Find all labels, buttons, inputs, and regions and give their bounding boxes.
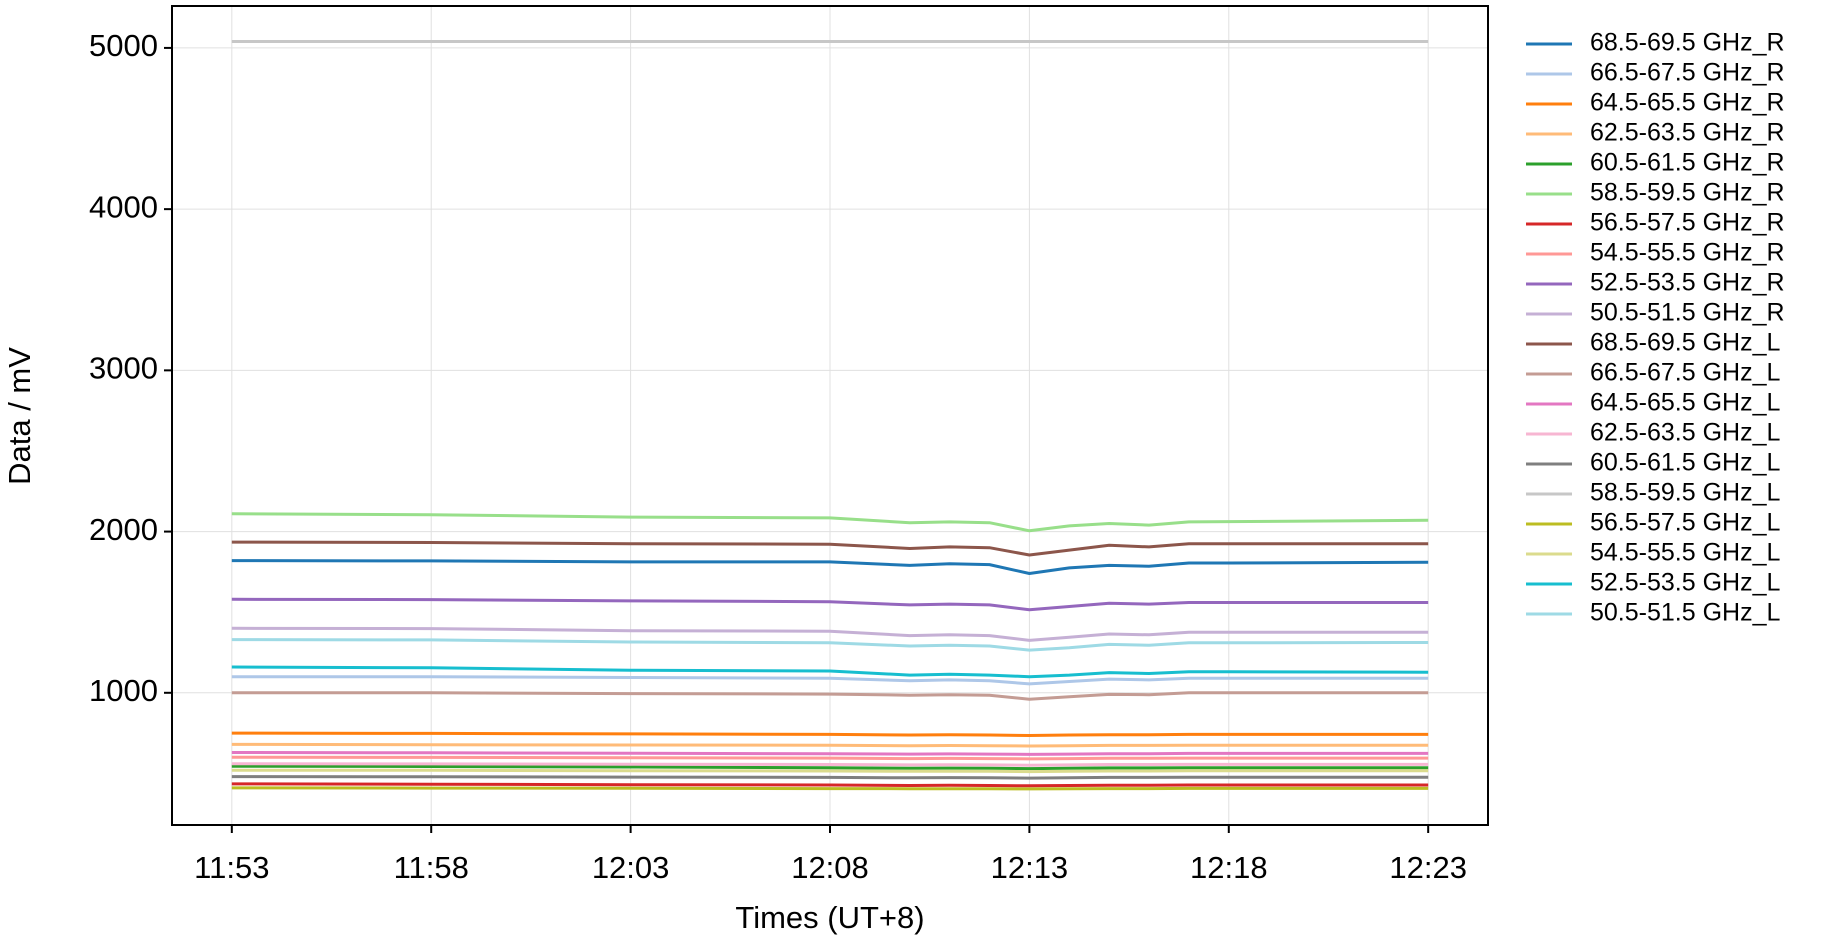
legend-label: 68.5-69.5 GHz_R xyxy=(1590,29,1785,57)
y-tick-label: 2000 xyxy=(89,512,158,547)
legend-label: 52.5-53.5 GHz_R xyxy=(1590,269,1785,297)
x-tick-label: 12:03 xyxy=(592,850,670,885)
data-line xyxy=(231,762,1429,767)
data-line xyxy=(231,540,1429,557)
data-line xyxy=(231,691,1429,701)
data-line xyxy=(231,731,1429,737)
legend-label: 64.5-65.5 GHz_L xyxy=(1590,389,1780,417)
data-line xyxy=(231,782,1429,788)
data-line xyxy=(231,786,1429,791)
legend-label: 58.5-59.5 GHz_L xyxy=(1590,479,1780,507)
legend-label: 52.5-53.5 GHz_L xyxy=(1590,569,1780,597)
legend-label: 50.5-51.5 GHz_L xyxy=(1590,599,1780,627)
x-tick-label: 12:23 xyxy=(1389,850,1467,885)
y-tick-label: 4000 xyxy=(89,189,158,224)
x-axis-label: Times (UT+8) xyxy=(735,900,924,935)
x-tick-label: 12:13 xyxy=(991,850,1069,885)
x-tick-label: 11:53 xyxy=(194,850,269,885)
data-line xyxy=(231,675,1429,686)
x-tick-label: 12:18 xyxy=(1190,850,1268,885)
legend-label: 62.5-63.5 GHz_R xyxy=(1590,119,1785,147)
data-line xyxy=(231,764,1429,771)
legend-label: 54.5-55.5 GHz_L xyxy=(1590,539,1780,567)
plot-frame xyxy=(171,5,1489,826)
y-tick-label: 5000 xyxy=(89,28,158,63)
y-axis-label: Data / mV xyxy=(2,347,37,485)
data-line xyxy=(231,751,1429,756)
legend-label: 56.5-57.5 GHz_R xyxy=(1590,209,1785,237)
data-line xyxy=(231,597,1429,612)
data-line xyxy=(231,768,1429,774)
legend-label: 64.5-65.5 GHz_R xyxy=(1590,89,1785,117)
x-tick-label: 12:08 xyxy=(791,850,869,885)
legend-label: 60.5-61.5 GHz_R xyxy=(1590,149,1785,177)
legend-label: 50.5-51.5 GHz_R xyxy=(1590,299,1785,327)
legend-label: 60.5-61.5 GHz_L xyxy=(1590,449,1780,477)
data-line xyxy=(231,626,1429,642)
y-tick-label: 3000 xyxy=(89,351,158,386)
data-line xyxy=(231,638,1429,652)
legend-label: 62.5-63.5 GHz_L xyxy=(1590,419,1780,447)
x-tick-label: 11:58 xyxy=(394,850,469,885)
y-tick-label: 1000 xyxy=(89,673,158,708)
legend-label: 66.5-67.5 GHz_R xyxy=(1590,59,1785,87)
legend-label: 54.5-55.5 GHz_R xyxy=(1590,239,1785,267)
legend-label: 66.5-67.5 GHz_L xyxy=(1590,359,1780,387)
data-line xyxy=(231,742,1429,748)
legend-label: 56.5-57.5 GHz_L xyxy=(1590,509,1780,537)
data-line xyxy=(231,559,1429,575)
legend-label: 68.5-69.5 GHz_L xyxy=(1590,329,1780,357)
data-line xyxy=(231,512,1429,533)
legend-label: 58.5-59.5 GHz_R xyxy=(1590,179,1785,207)
data-line xyxy=(231,775,1429,780)
data-line xyxy=(231,665,1429,679)
data-line xyxy=(231,755,1429,761)
